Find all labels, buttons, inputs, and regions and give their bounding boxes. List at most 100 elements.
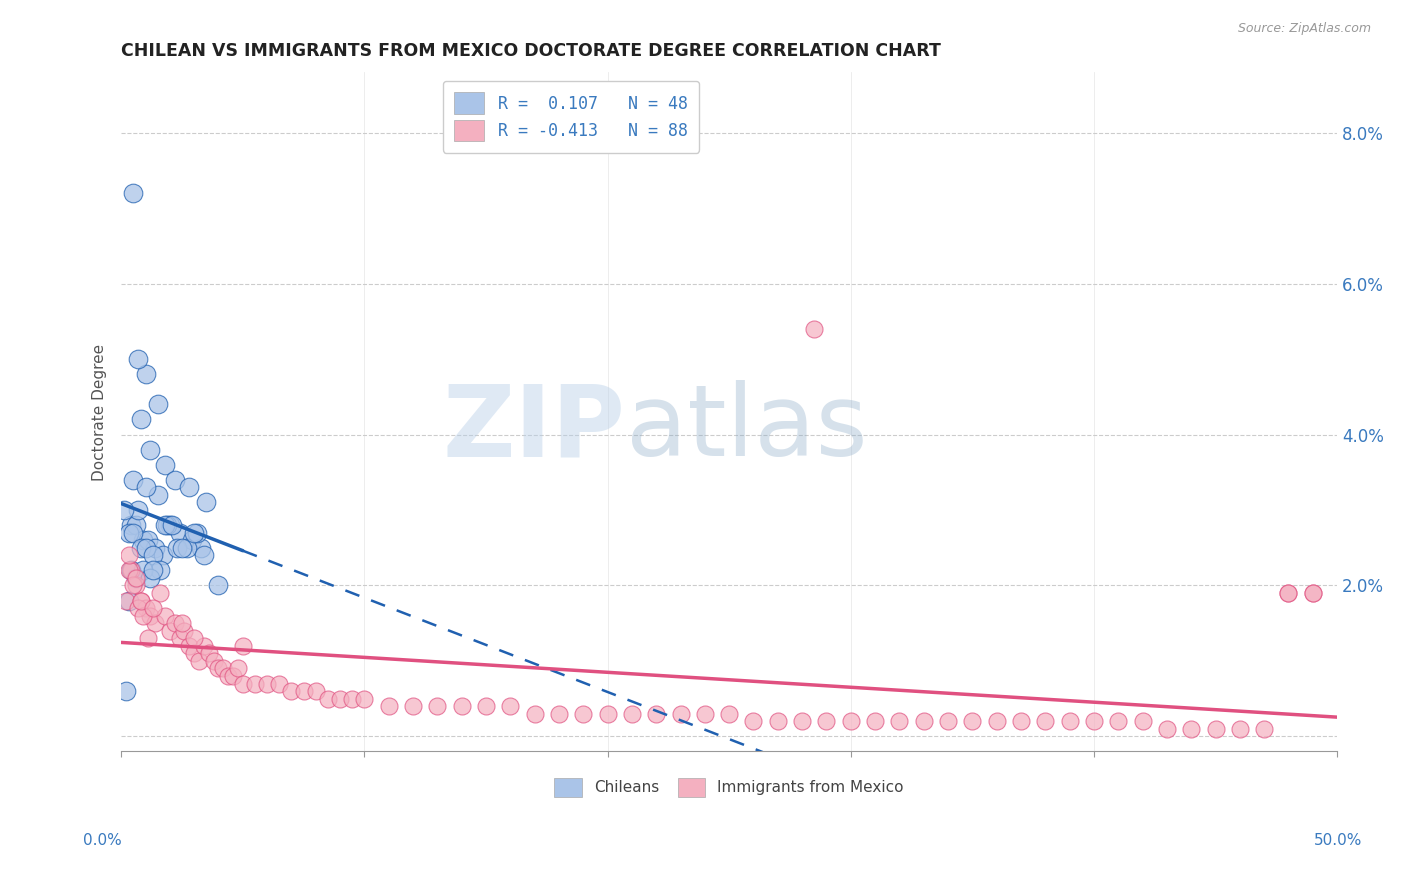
Point [183,646,205,660]
Point [912,714,935,729]
Point [135,541,157,555]
Point [122,186,145,201]
Point [117,593,139,607]
Point [115,684,138,698]
Point [139,571,162,585]
Point [120,563,142,577]
Point [135,601,157,615]
Point [188,654,211,668]
Point [207,578,229,592]
Point [159,624,181,638]
Point [523,706,546,721]
Point [115,593,138,607]
Text: 0.0%: 0.0% [83,833,122,847]
Point [329,691,352,706]
Point [179,639,201,653]
Point [156,518,179,533]
Point [718,706,741,721]
Point [146,397,169,411]
Point [120,518,142,533]
Point [1107,714,1129,729]
Point [112,503,135,517]
Point [596,706,619,721]
Point [475,699,498,714]
Legend: Chileans, Immigrants from Mexico: Chileans, Immigrants from Mexico [547,770,911,805]
Point [280,684,302,698]
Point [193,549,215,563]
Point [132,563,155,577]
Point [815,714,838,729]
Point [232,676,254,690]
Point [962,714,984,729]
Point [863,714,886,729]
Point [125,571,148,585]
Point [132,608,155,623]
Point [146,488,169,502]
Point [232,639,254,653]
Point [936,714,959,729]
Point [207,661,229,675]
Point [129,593,152,607]
Point [169,525,191,540]
Point [125,518,148,533]
Point [153,608,176,623]
Point [645,706,668,721]
Point [142,563,165,577]
Point [129,593,152,607]
Point [402,699,425,714]
Point [170,541,193,555]
Point [1059,714,1081,729]
Point [305,684,328,698]
Point [117,549,139,563]
Point [620,706,643,721]
Point [353,691,375,706]
Point [742,714,765,729]
Point [226,661,249,675]
Point [129,412,152,426]
Point [1205,722,1227,736]
Point [1156,722,1178,736]
Point [136,632,159,646]
Point [986,714,1008,729]
Point [122,473,145,487]
Point [195,495,218,509]
Point [153,518,176,533]
Point [1180,722,1202,736]
Point [450,699,472,714]
Point [169,632,191,646]
Point [127,503,149,517]
Point [122,525,145,540]
Point [212,661,235,675]
Point [127,601,149,615]
Point [117,563,139,577]
Point [173,624,195,638]
Point [117,525,139,540]
Point [1010,714,1032,729]
Point [176,541,198,555]
Point [159,518,181,533]
Point [125,578,148,592]
Point [243,676,266,690]
Point [153,458,176,472]
Point [572,706,595,721]
Point [217,669,239,683]
Point [1277,586,1299,600]
Point [179,480,201,494]
Point [377,699,399,714]
Point [127,352,149,367]
Point [136,533,159,548]
Point [125,571,148,585]
Point [1302,586,1324,600]
Y-axis label: Doctorate Degree: Doctorate Degree [93,343,107,481]
Point [142,549,165,563]
Point [183,632,205,646]
Point [803,322,825,336]
Point [693,706,716,721]
Point [269,676,291,690]
Text: ZIP: ZIP [443,380,626,477]
Point [1229,722,1251,736]
Point [143,616,166,631]
Point [499,699,522,714]
Point [122,578,145,592]
Point [1083,714,1105,729]
